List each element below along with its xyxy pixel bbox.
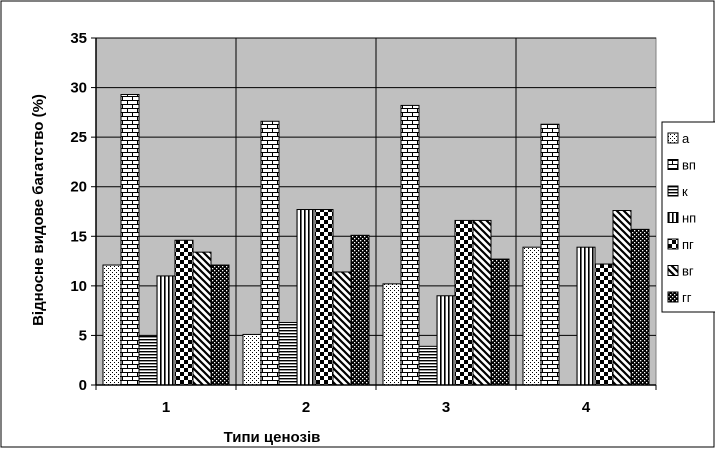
legend-label-пг: пг [682,237,694,252]
bar-к-2 [278,322,298,386]
y-tick-label: 10 [70,278,87,295]
bar-вг-4 [612,210,632,386]
y-tick-label: 30 [70,80,87,97]
bar-пг-3 [454,219,474,386]
bar-гг-4 [630,228,650,386]
legend-label-вп: вп [682,158,696,173]
bar-вг-3 [472,219,492,386]
x-tick-label: 3 [442,399,450,416]
legend-swatch-а [667,132,679,144]
y-tick-label: 15 [70,228,87,245]
y-tick-label: 35 [70,30,87,47]
x-tick-label: 4 [582,399,591,416]
legend-label-нп: нп [682,211,696,226]
x-tick-label: 1 [162,399,170,416]
bar-вп-1 [120,94,140,386]
axes [91,37,657,390]
legend-label-а: а [682,131,690,146]
legend-label-к: к [682,184,688,199]
legend-label-гг: гг [682,290,692,305]
x-tick-label: 2 [302,399,310,416]
y-tick-label: 0 [79,377,87,394]
bar-а-3 [382,283,402,386]
legend-swatch-нп [667,212,679,223]
x-axis-title: Типи ценозів [224,429,321,446]
bar-вп-2 [260,120,280,386]
bar-нп-1 [156,275,176,386]
bar-к-1 [138,335,158,386]
bar-вп-3 [400,104,420,386]
legend-swatch-вг [667,265,679,276]
bar-к-3 [418,345,438,386]
bar-а-2 [242,333,262,386]
bar-пг-1 [174,239,194,386]
legend-swatch-к [667,185,679,197]
bar-пг-2 [314,209,334,386]
y-axis-title: Відносне видове багатство (%) [30,94,47,326]
legend-label-вг: вг [682,264,694,279]
legend-swatch-вп [667,159,679,170]
bar-нп-3 [436,295,456,386]
bar-а-1 [102,264,122,386]
bar-нп-4 [576,246,596,386]
legend-swatch-гг [667,291,679,303]
bar-гг-3 [490,258,510,386]
bar-нп-2 [296,209,316,386]
bar-вг-2 [332,271,352,386]
bar-вг-1 [192,251,212,386]
bar-пг-4 [594,263,614,386]
bars [102,94,650,386]
legend: а вп к нп пг вг гг [661,121,715,313]
y-tick-label: 5 [79,327,87,344]
bar-вп-4 [540,123,560,386]
legend-swatch-пг [667,238,679,250]
x-tick-labels: 1 2 3 4 [162,399,591,416]
y-tick-label: 25 [70,129,87,146]
bar-гг-2 [350,234,370,386]
bar-гг-1 [210,264,230,386]
y-tick-labels: 0 5 10 15 20 25 30 35 [70,30,87,394]
y-tick-label: 20 [70,179,87,196]
bar-а-4 [522,246,542,386]
category-separators [235,38,517,385]
